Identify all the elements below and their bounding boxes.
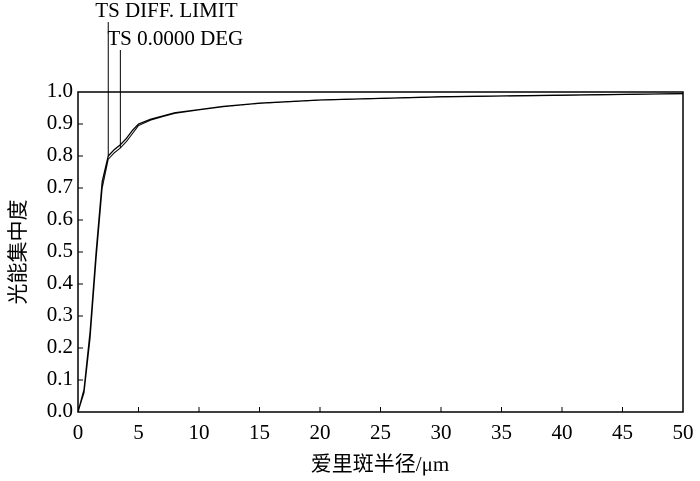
x-tick-label: 35 — [491, 420, 512, 444]
x-tick-label: 5 — [133, 420, 144, 444]
x-tick-label: 25 — [370, 420, 391, 444]
y-axis-label: 光能集中度 — [6, 200, 30, 305]
x-tick-label: 0 — [73, 420, 84, 444]
y-tick-label: 0.7 — [47, 174, 73, 198]
y-tick-label: 0.6 — [47, 206, 73, 230]
y-tick-label: 1.0 — [47, 78, 73, 102]
legend-label: TS 0.0000 DEG — [107, 26, 243, 50]
x-tick-label: 30 — [431, 420, 452, 444]
x-tick-label: 15 — [249, 420, 270, 444]
x-axis-label: 爱里斑半径/μm — [311, 452, 449, 476]
legend-label: TS DIFF. LIMIT — [95, 0, 238, 22]
x-tick-label: 20 — [310, 420, 331, 444]
x-tick-label: 45 — [612, 420, 633, 444]
series-line — [77, 92, 684, 413]
y-tick-label: 0.8 — [47, 142, 73, 166]
x-tick-label: 40 — [552, 420, 573, 444]
y-tick-label: 0.0 — [47, 398, 73, 422]
y-tick-label: 0.1 — [47, 366, 73, 390]
y-tick-label: 0.9 — [47, 110, 73, 134]
series-line — [77, 93, 684, 413]
x-tick-label: 10 — [189, 420, 210, 444]
x-tick-label: 50 — [673, 420, 694, 444]
plot-frame — [77, 91, 684, 413]
y-tick-label: 0.2 — [47, 334, 73, 358]
y-tick-label: 0.5 — [47, 238, 73, 262]
y-tick-label: 0.4 — [47, 270, 74, 294]
y-tick-label: 0.3 — [47, 302, 73, 326]
